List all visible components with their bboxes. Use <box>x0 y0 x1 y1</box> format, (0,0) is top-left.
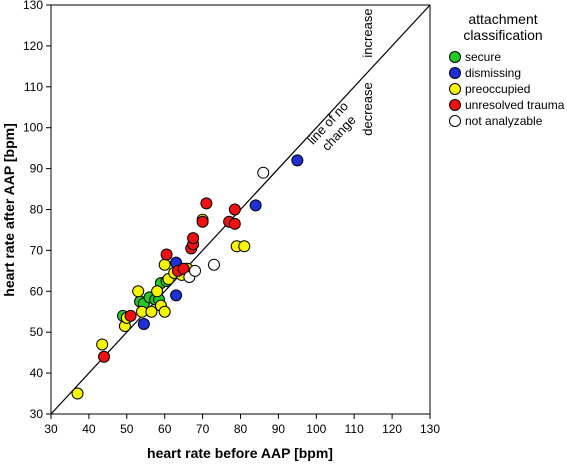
data-point-preoccupied <box>71 387 84 400</box>
y-tick-label: 100 <box>23 121 43 135</box>
data-point-unresolved-trauma <box>200 197 213 210</box>
x-tick-label: 40 <box>82 422 96 436</box>
data-point-not-analyzable <box>257 166 270 179</box>
legend-entry-label: dismissing <box>465 66 521 80</box>
y-tick-label: 130 <box>23 0 43 12</box>
legend-entry-label: unresolved trauma <box>465 98 565 112</box>
axis-ticks: 30 40 50 60 70 80 90 100 110 120 130 30 40 50 60 70 80 90… <box>23 0 440 436</box>
data-point-unresolved-trauma <box>160 248 173 261</box>
y-tick-label: 80 <box>30 203 44 217</box>
data-point-preoccupied <box>238 240 251 253</box>
data-point-preoccupied <box>145 305 158 318</box>
y-axis-label: heart rate after AAP [bpm] <box>1 123 17 296</box>
legend-marker <box>449 83 461 95</box>
data-point-not-analyzable <box>189 264 202 277</box>
legend-marker <box>449 51 461 63</box>
data-point-unresolved-trauma <box>228 217 241 230</box>
legend-entry-label: preoccupied <box>465 82 530 96</box>
data-point-preoccupied <box>158 258 171 271</box>
data-point-unresolved-trauma <box>124 309 137 322</box>
legend-marker <box>449 99 461 111</box>
data-point-dismissing <box>291 154 304 167</box>
data-points <box>71 154 304 400</box>
data-point-dismissing <box>137 318 150 331</box>
x-axis-label: heart rate before AAP [bpm] <box>147 445 333 461</box>
legend-marker <box>449 115 461 127</box>
y-tick-label: 30 <box>30 407 44 421</box>
legend-entries: secure dismissing preoccupied unresolved tr… <box>449 50 565 128</box>
y-tick-label: 120 <box>23 39 43 53</box>
legend-title-2: classification <box>463 27 542 43</box>
x-tick-label: 110 <box>345 422 364 436</box>
x-tick-label: 90 <box>272 422 286 436</box>
data-point-not-analyzable <box>207 258 220 271</box>
legend-title-1: attachment <box>468 11 537 27</box>
x-tick-label: 30 <box>44 422 58 436</box>
data-point-unresolved-trauma <box>187 232 200 245</box>
data-point-preoccupied <box>158 305 171 318</box>
y-tick-label: 50 <box>30 325 44 339</box>
y-tick-label: 60 <box>30 284 44 298</box>
y-tick-label: 40 <box>30 366 44 380</box>
legend-marker <box>449 67 461 79</box>
x-tick-label: 60 <box>158 422 172 436</box>
x-tick-label: 50 <box>120 422 134 436</box>
data-point-unresolved-trauma <box>98 350 111 363</box>
x-tick-label: 130 <box>420 422 440 436</box>
y-tick-label: 70 <box>30 243 44 257</box>
data-point-preoccupied <box>96 338 109 351</box>
data-point-dismissing <box>249 199 262 212</box>
plot-frame <box>50 4 431 415</box>
y-tick-label: 110 <box>24 80 43 94</box>
legend: attachment classification secure dismissi… <box>449 11 565 128</box>
data-point-unresolved-trauma <box>228 203 241 216</box>
decrease-label: decrease <box>360 82 375 135</box>
y-tick-label: 90 <box>30 162 44 176</box>
data-point-unresolved-trauma <box>196 215 209 228</box>
data-point-preoccupied <box>151 285 164 298</box>
data-point-preoccupied <box>132 285 145 298</box>
x-tick-label: 100 <box>306 422 326 436</box>
legend-entry-label: not analyzable <box>465 114 543 128</box>
x-tick-label: 70 <box>196 422 210 436</box>
x-tick-label: 120 <box>382 422 402 436</box>
data-point-unresolved-trauma <box>177 262 190 275</box>
increase-label: increase <box>360 8 375 57</box>
data-point-dismissing <box>170 289 183 302</box>
x-tick-label: 80 <box>234 422 248 436</box>
legend-entry-label: secure <box>465 50 501 64</box>
